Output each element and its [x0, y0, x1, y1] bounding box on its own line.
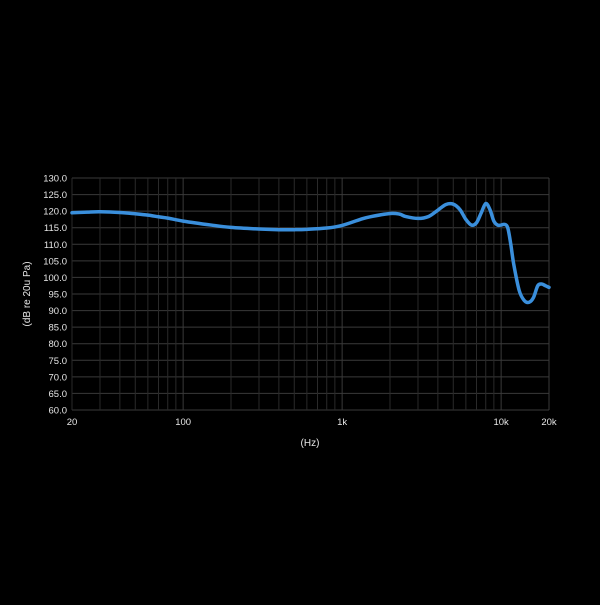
series-line	[70, 201, 551, 305]
x-tick-label: 20	[67, 417, 78, 428]
tick-layer: 60.0 65.0 70.0 75.0 80.0 85.0 90.0 95.0 100.0 105…	[43, 174, 557, 429]
y-tick-label: 75.0	[49, 356, 68, 367]
x-axis-label: (Hz)	[301, 438, 320, 449]
y-tick-label: 70.0	[49, 372, 68, 383]
y-tick-label: 90.0	[49, 306, 68, 317]
y-tick-label: 110.0	[44, 240, 67, 251]
y-tick-label: 115.0	[44, 223, 67, 234]
y-axis-label: (dB re 20u Pa)	[22, 261, 33, 326]
y-tick-label: 125.0	[43, 190, 67, 201]
y-tick-label: 100.0	[43, 273, 67, 284]
y-tick-label: 130.0	[43, 174, 67, 185]
x-tick-label: 100	[175, 417, 191, 428]
y-tick-label: 120.0	[43, 207, 67, 218]
x-tick-label: 10k	[493, 417, 509, 428]
y-tick-label: 95.0	[49, 290, 68, 301]
y-tick-label: 65.0	[49, 389, 68, 400]
grid-layer	[71, 177, 550, 411]
x-tick-label: 1k	[337, 417, 347, 428]
y-tick-label: 60.0	[49, 406, 68, 417]
series-layer	[70, 201, 551, 305]
y-tick-label: 105.0	[43, 256, 67, 267]
y-tick-label: 85.0	[49, 323, 68, 334]
y-tick-label: 80.0	[49, 339, 68, 350]
x-tick-label: 20k	[541, 417, 557, 428]
